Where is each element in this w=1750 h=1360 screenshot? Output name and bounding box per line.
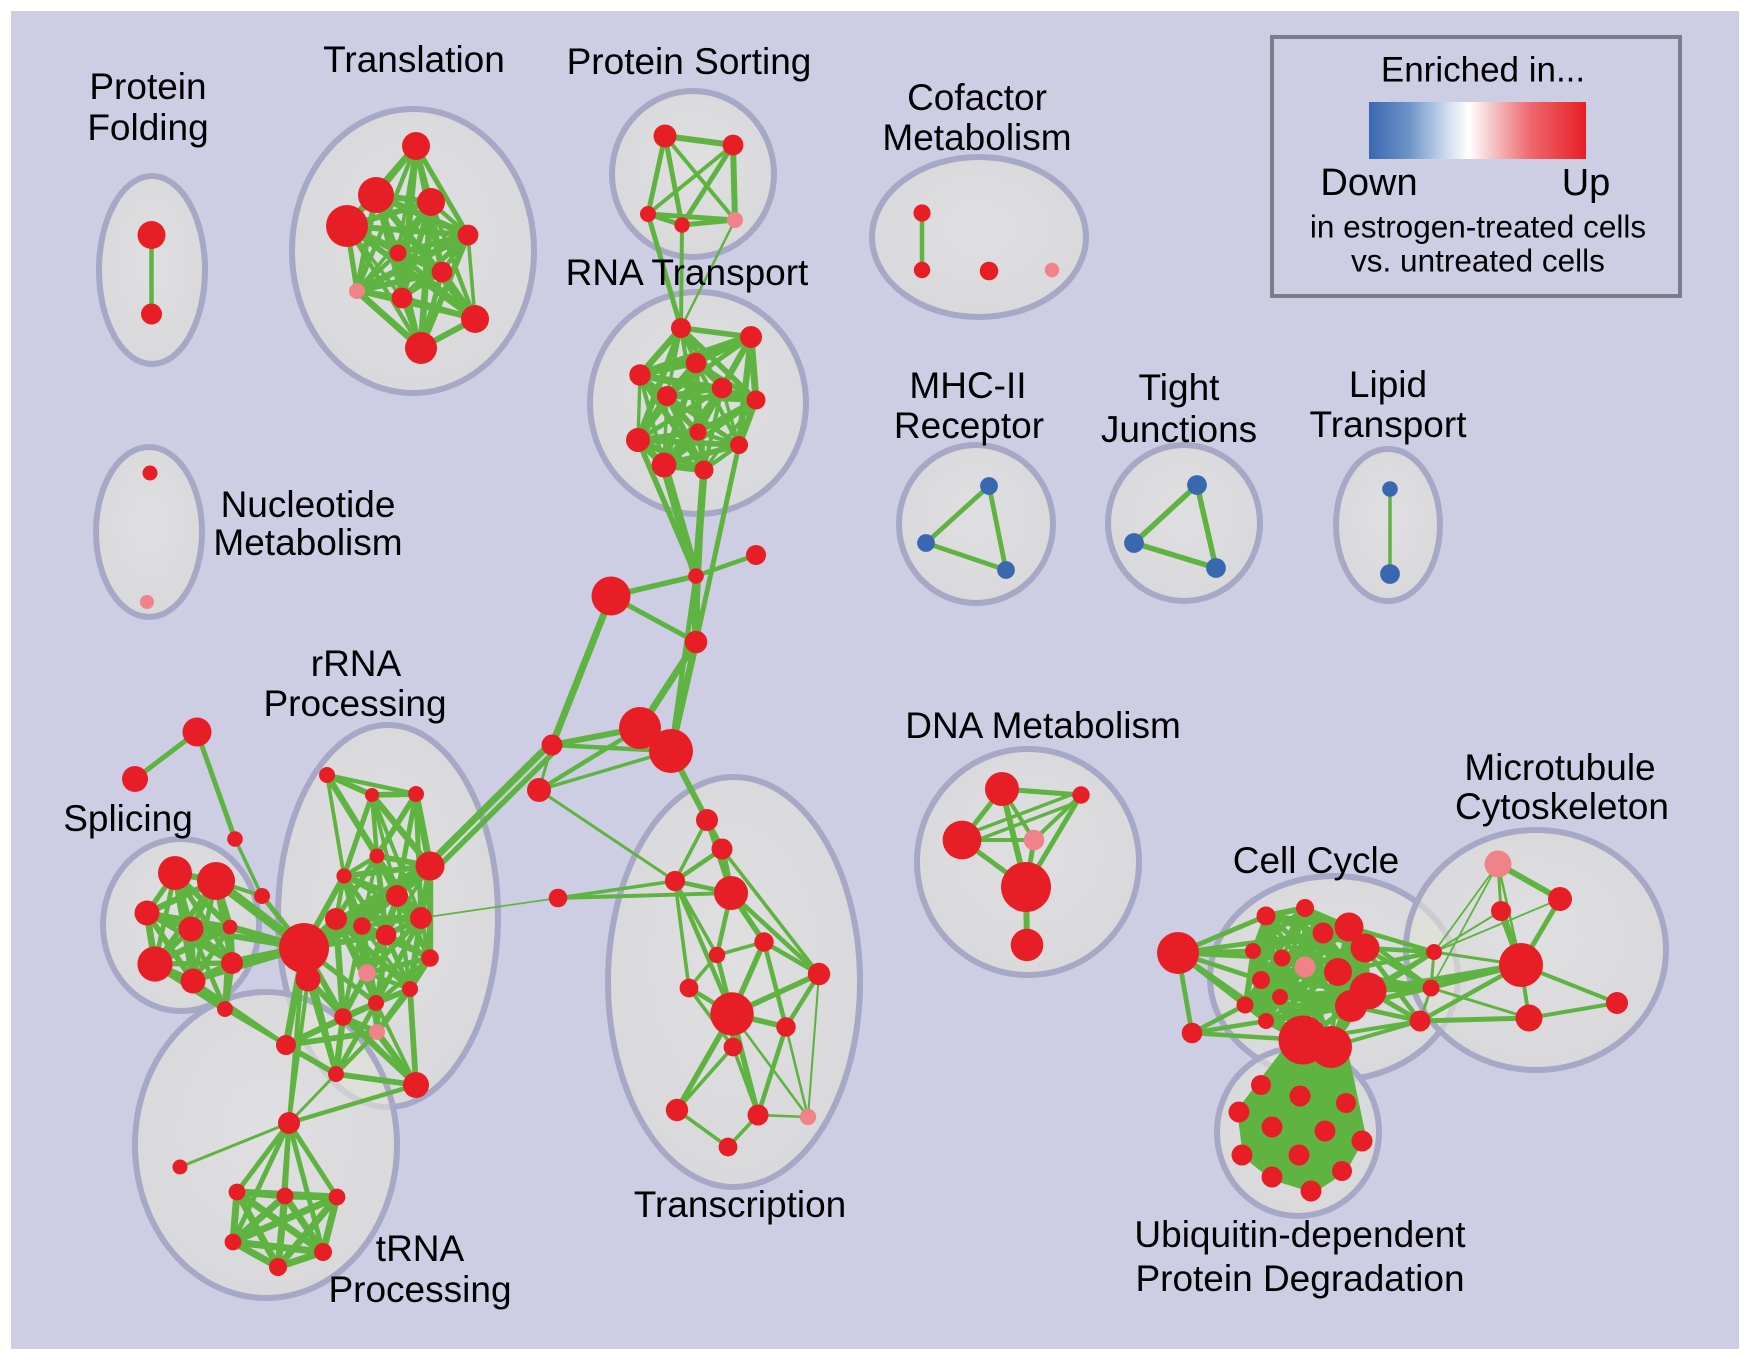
svg-text:Nucleotide: Nucleotide bbox=[221, 484, 396, 525]
svg-text:rRNA: rRNA bbox=[311, 643, 402, 684]
svg-text:vs. untreated cells: vs. untreated cells bbox=[1351, 242, 1605, 278]
svg-text:Protein Degradation: Protein Degradation bbox=[1135, 1258, 1464, 1299]
svg-text:Enriched in...: Enriched in... bbox=[1381, 50, 1585, 89]
svg-text:Up: Up bbox=[1562, 162, 1611, 204]
svg-text:Processing: Processing bbox=[328, 1269, 511, 1310]
svg-text:Tight: Tight bbox=[1139, 367, 1221, 408]
svg-text:Ubiquitin-dependent: Ubiquitin-dependent bbox=[1134, 1214, 1466, 1255]
svg-text:RNA Transport: RNA Transport bbox=[566, 252, 809, 293]
svg-text:tRNA: tRNA bbox=[376, 1228, 465, 1269]
svg-text:DNA Metabolism: DNA Metabolism bbox=[905, 705, 1181, 746]
svg-text:Protein: Protein bbox=[89, 66, 206, 107]
svg-text:MHC-II: MHC-II bbox=[909, 365, 1026, 406]
svg-text:Receptor: Receptor bbox=[894, 405, 1044, 446]
svg-text:Lipid: Lipid bbox=[1349, 364, 1427, 405]
svg-text:Microtubule: Microtubule bbox=[1464, 747, 1655, 788]
svg-text:Translation: Translation bbox=[323, 39, 505, 80]
svg-text:in estrogen-treated cells: in estrogen-treated cells bbox=[1310, 208, 1646, 244]
svg-text:Cofactor: Cofactor bbox=[907, 77, 1047, 118]
svg-text:Transport: Transport bbox=[1310, 404, 1468, 445]
svg-text:Splicing: Splicing bbox=[63, 798, 193, 839]
svg-text:Cytoskeleton: Cytoskeleton bbox=[1455, 786, 1669, 827]
svg-text:Down: Down bbox=[1320, 162, 1417, 204]
svg-text:Folding: Folding bbox=[87, 107, 208, 148]
svg-text:Cell Cycle: Cell Cycle bbox=[1233, 840, 1400, 881]
svg-text:Metabolism: Metabolism bbox=[213, 522, 402, 563]
svg-text:Protein Sorting: Protein Sorting bbox=[567, 41, 812, 82]
svg-text:Processing: Processing bbox=[263, 683, 446, 724]
svg-text:Junctions: Junctions bbox=[1101, 409, 1257, 450]
svg-text:Metabolism: Metabolism bbox=[882, 117, 1071, 158]
svg-text:Transcription: Transcription bbox=[634, 1184, 846, 1225]
